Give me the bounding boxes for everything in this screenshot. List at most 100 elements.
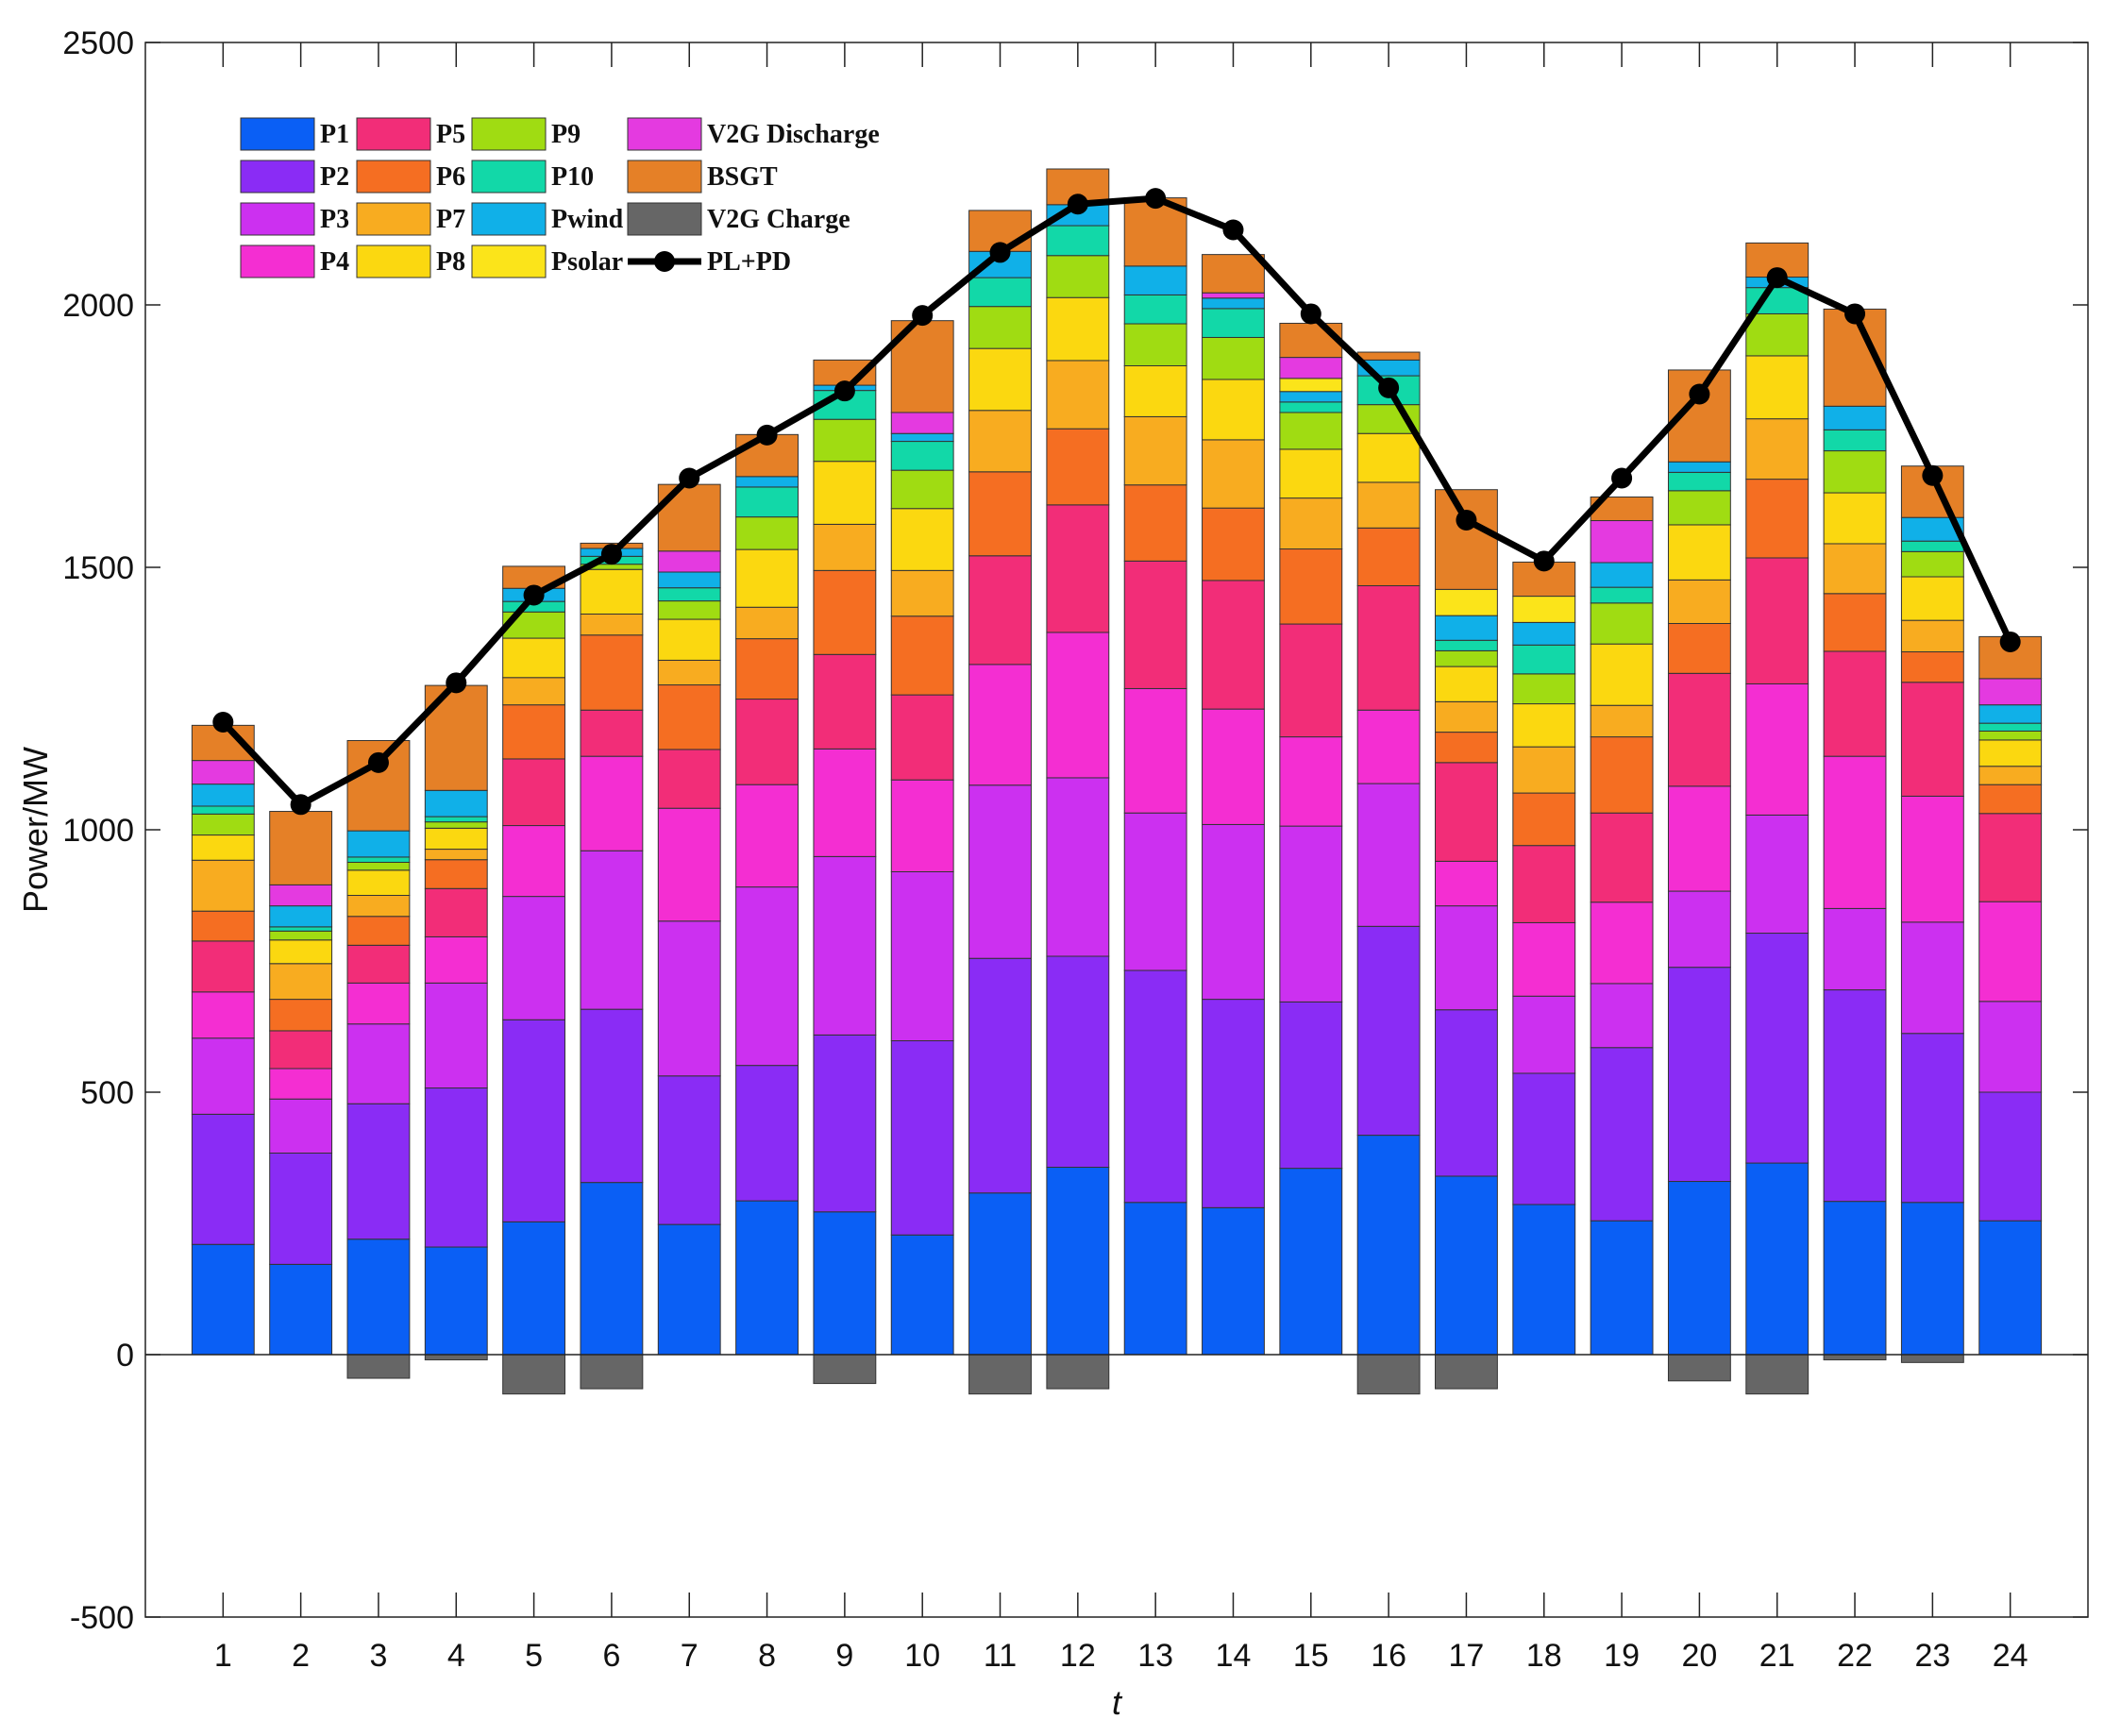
pl-pd-line [220, 194, 2013, 808]
bar-segment [1900, 795, 1964, 923]
bar-segment [1978, 635, 2043, 680]
bar-segment [1279, 623, 1343, 738]
bar-segment [580, 1354, 644, 1390]
bar-segment [968, 664, 1032, 786]
bar-segment [424, 1354, 488, 1361]
bar-segment [1202, 1206, 1265, 1356]
pl-pd-point [1378, 377, 1400, 398]
bar-segment [735, 606, 799, 640]
bar-segment [1123, 687, 1187, 814]
bar-segment [269, 884, 333, 907]
pl-pd-point [1222, 219, 1244, 241]
legend-label: PL+PD [707, 247, 791, 277]
bar-segment [657, 600, 721, 620]
bar-segment [191, 760, 255, 785]
bar-segment [1745, 312, 1809, 357]
bar-segment [1435, 860, 1498, 907]
x-tick-label: 12 [1060, 1638, 1096, 1674]
bar-segment [890, 779, 954, 872]
bar-segment [1279, 1001, 1343, 1170]
bar-segment [1123, 265, 1187, 295]
bar-segment [813, 748, 877, 857]
bar-segment [346, 1103, 411, 1240]
bar-segment [1900, 651, 1964, 683]
legend-swatch [240, 160, 315, 194]
bar-segment [735, 699, 799, 785]
bar-segment [191, 910, 255, 942]
bar-segment [191, 805, 255, 815]
bar-segment [657, 1075, 721, 1225]
y-tick-label: 1500 [62, 550, 134, 586]
bar-segment [890, 694, 954, 781]
bar-segment [1046, 225, 1110, 257]
bar-segment [346, 856, 411, 863]
bar-segment [580, 613, 644, 636]
bar-segment [890, 1040, 954, 1236]
bar-segment [1823, 450, 1887, 494]
bar-segment [1900, 1354, 1964, 1363]
x-tick-label: 18 [1526, 1638, 1562, 1674]
bar-segment [1978, 1091, 2043, 1222]
bar-segment [1823, 907, 1887, 991]
bar-segment [1745, 814, 1809, 935]
bar-segment [269, 1068, 333, 1100]
bar-segment [1512, 596, 1576, 623]
x-tick-label: 15 [1293, 1638, 1329, 1674]
bar-segment [502, 704, 566, 760]
bar-segment [1745, 355, 1809, 420]
bar-segment [1590, 704, 1654, 738]
bar-segment [346, 830, 411, 858]
legend-label: Psolar [551, 247, 623, 277]
bars-layer [191, 168, 2043, 1395]
bar-segment [346, 982, 411, 1025]
legend-swatch [356, 202, 431, 236]
y-tick-label: 1000 [62, 813, 134, 849]
bar-segment [1279, 497, 1343, 550]
bar-segment [1590, 983, 1654, 1049]
bar-segment [1978, 730, 2043, 741]
bar-segment [502, 677, 566, 706]
bar-segment [502, 758, 566, 827]
x-tick-label: 22 [1837, 1638, 1873, 1674]
bar-segment [657, 659, 721, 686]
bar-segment [1046, 1354, 1110, 1390]
legend-swatch [240, 244, 315, 278]
legend-swatch [471, 160, 547, 194]
bar-segment [890, 412, 954, 434]
bar-segment [502, 896, 566, 1020]
pl-pd-point [367, 751, 389, 773]
bar-segment [657, 920, 721, 1077]
bar-segment [1435, 905, 1498, 1011]
bar-segment [657, 483, 721, 552]
bar-segment [346, 916, 411, 946]
bar-segment [191, 1113, 255, 1245]
bar-segment [269, 1263, 333, 1356]
bar-segment [424, 849, 488, 861]
bar-segment [1823, 429, 1887, 452]
bar-segment [1667, 1181, 1731, 1356]
bar-segment [1512, 746, 1576, 794]
bar-segment [1435, 700, 1498, 733]
bar-segment [1745, 418, 1809, 480]
bar-segment [1978, 678, 2043, 706]
bar-segment [1202, 297, 1265, 310]
bar-segment [424, 827, 488, 851]
bar-segment [968, 306, 1032, 349]
bar-segment [1046, 632, 1110, 779]
bar-segment [1823, 989, 1887, 1203]
bar-segment [1590, 643, 1654, 706]
bar-segment [346, 895, 411, 918]
bar-segment [1123, 294, 1187, 325]
bar-segment [191, 813, 255, 836]
bar-segment [1046, 955, 1110, 1169]
bar-segment [735, 1200, 799, 1356]
bar-segment [346, 944, 411, 984]
bar-segment [890, 870, 954, 1042]
bar-segment [657, 1223, 721, 1356]
pl-pd-point [1922, 464, 1944, 486]
bar-segment [1279, 401, 1343, 413]
x-tick-label: 24 [1993, 1638, 2028, 1674]
y-tick-label: 500 [80, 1075, 134, 1111]
bar-segment [580, 568, 644, 615]
